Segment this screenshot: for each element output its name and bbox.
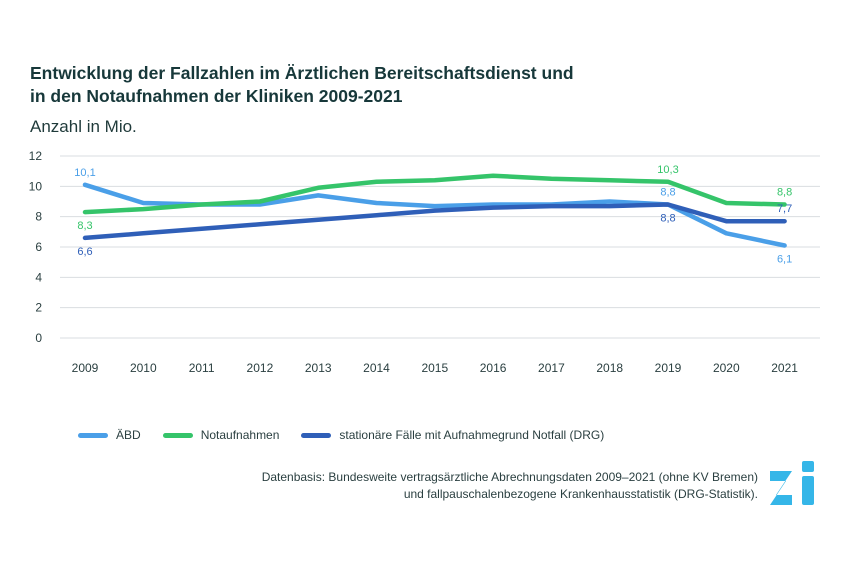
y-tick-label: 8: [35, 210, 42, 224]
data-label: 8,8: [660, 187, 675, 199]
x-tick-label: 2021: [771, 361, 798, 375]
source-line2: und fallpauschalenbezogene Krankenhausst…: [403, 487, 758, 501]
legend-swatch-abd: [78, 432, 108, 438]
x-tick-label: 2012: [247, 361, 274, 375]
legend-label-stationaer: stationäre Fälle mit Aufnahmegrund Notfa…: [339, 428, 605, 442]
y-tick-label: 0: [35, 331, 42, 345]
zi-logo: Zi: [770, 461, 814, 505]
source-line1: Datenbasis: Bundesweite vertragsärztlich…: [261, 470, 758, 484]
series-line-2: [82, 202, 787, 241]
x-tick-label: 2016: [480, 361, 507, 375]
y-tick-label: 6: [35, 240, 42, 254]
y-tick-label: 12: [29, 149, 43, 163]
y-tick-label: 2: [35, 301, 42, 315]
x-tick-label: 2018: [596, 361, 623, 375]
legend-label-abd: ÄBD: [116, 428, 141, 442]
legend-item-stationaer: stationäre Fälle mit Aufnahmegrund Notfa…: [301, 428, 604, 442]
chart-title: Entwicklung der Fallzahlen im Ärztlichen…: [30, 62, 630, 108]
logo-dot: [802, 461, 814, 472]
series-line-0: [82, 182, 787, 248]
legend-item-notaufnahmen: Notaufnahmen: [162, 428, 280, 442]
x-tick-label: 2019: [655, 361, 682, 375]
chart-subtitle: Anzahl in Mio.: [30, 117, 137, 136]
legend-item-abd: ÄBD: [78, 428, 141, 442]
chart-legend: ÄBD Notaufnahmen stationäre Fälle mit Au…: [78, 428, 626, 442]
x-tick-label: 2017: [538, 361, 565, 375]
x-tick-label: 2014: [363, 361, 390, 375]
x-tick-label: 2011: [189, 361, 215, 375]
data-label: 8,3: [77, 220, 92, 232]
data-label: 8,8: [777, 187, 792, 199]
logo-letter-i: [802, 476, 814, 505]
x-tick-label: 2013: [305, 361, 332, 375]
data-label: 6,6: [77, 246, 92, 258]
data-label: 8,8: [660, 213, 675, 225]
logo-letter-z: [770, 471, 792, 505]
line-chart: 0 2 4 6 8 10 12 2009 2010 2011 2012 2013 2014 2015 201…: [29, 149, 820, 375]
x-tick-label: 2020: [713, 361, 740, 375]
data-label: 7,7: [777, 203, 792, 215]
x-tick-label: 2009: [72, 361, 99, 375]
legend-swatch-notaufnahmen: [162, 432, 193, 438]
legend-label-notaufnahmen: Notaufnahmen: [200, 428, 280, 442]
x-tick-label: 2015: [421, 361, 448, 375]
y-tick-label: 10: [29, 179, 43, 193]
x-tick-label: 2010: [130, 361, 157, 375]
legend-swatch-stationaer: [301, 432, 332, 438]
chart-title-line2: in den Notaufnahmen der Kliniken 2009-20…: [30, 86, 403, 106]
data-source-note: Datenbasis: Bundesweite vertragsärztlich…: [262, 469, 758, 503]
data-label: 6,1: [777, 253, 792, 265]
data-label: 10,1: [74, 167, 95, 179]
data-label: 10,3: [657, 164, 678, 176]
y-tick-label: 4: [35, 270, 42, 284]
chart-title-line1: Entwicklung der Fallzahlen im Ärztlichen…: [30, 63, 574, 83]
series-line-1: [82, 173, 787, 215]
